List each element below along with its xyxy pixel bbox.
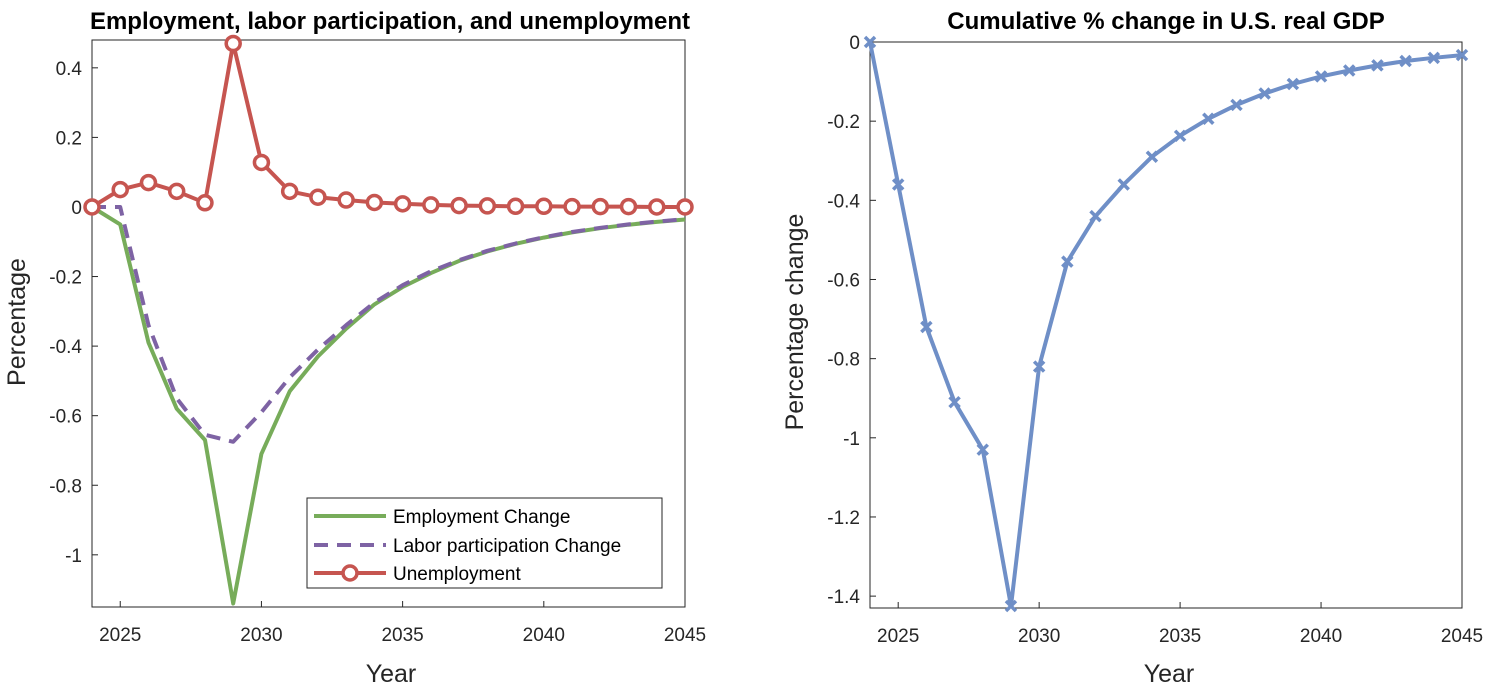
y-tick-label: -0.8 [49, 476, 82, 497]
unemployment-point [337, 191, 355, 209]
y-tick-label: 0.2 [56, 128, 82, 149]
unemployment-point [506, 197, 525, 216]
x-tick-label: 2040 [523, 625, 565, 646]
y-tick-label: -0.2 [49, 268, 82, 289]
y-tick-label: 0.4 [56, 59, 83, 80]
unemployment-point [196, 194, 214, 212]
unemployment-point [676, 198, 694, 216]
y-tick-label: -1 [65, 546, 82, 567]
y-tick-label: 0 [71, 198, 82, 219]
gdp-point [1032, 360, 1046, 373]
x-tick-label: 2040 [1300, 626, 1342, 647]
gdp-point [1258, 87, 1271, 100]
legend-labor-label: Labor participation Change [393, 536, 621, 557]
gdp-point [1004, 599, 1018, 613]
gdp-x-axis-label: Year [1144, 660, 1195, 688]
employment-plot-area [91, 39, 686, 608]
y-tick-label: -0.4 [49, 337, 82, 358]
unemployment-point [535, 197, 553, 216]
legend-unemployment-marker [341, 564, 359, 582]
unemployment-point [619, 197, 638, 216]
gdp-point [1455, 48, 1469, 62]
x-tick-label: 2030 [240, 625, 282, 646]
unemployment-point [478, 197, 497, 215]
x-tick-label: 2025 [877, 626, 919, 647]
unemployment-point [309, 188, 327, 206]
unemployment-point [111, 180, 129, 199]
gdp-point [976, 443, 989, 456]
x-tick-label: 2030 [1018, 626, 1060, 647]
gdp-point [1371, 59, 1384, 72]
unemployment-point [252, 153, 271, 172]
x-tick-label: 2045 [664, 625, 706, 646]
unemployment-point [422, 196, 440, 214]
unemployment-point [365, 193, 384, 212]
legend-employment-label: Employment Change [393, 507, 570, 528]
series-line-unemployment [90, 41, 685, 209]
gdp-point [1145, 150, 1159, 164]
gdp-point [1286, 77, 1300, 91]
y-tick-label: -0.6 [49, 407, 82, 428]
y-tick-label: -0.8 [827, 350, 860, 371]
unemployment-point [83, 198, 101, 216]
unemployment-point [591, 197, 610, 216]
y-tick-label: -1.4 [827, 587, 860, 608]
gdp-point [1061, 255, 1074, 268]
employment-y-axis-label: Percentage [3, 258, 31, 386]
gdp-point [1230, 98, 1243, 112]
gdp-point [863, 35, 877, 49]
gdp-point [1173, 129, 1187, 143]
x-tick-label: 2035 [1159, 626, 1201, 647]
unemployment-point [563, 197, 581, 216]
employment-x-axis-label: Year [366, 660, 417, 688]
unemployment-point [224, 34, 242, 53]
gdp-point [1314, 70, 1328, 83]
gdp-chart: Cumulative % change in U.S. real GDP Yea… [781, 8, 1483, 688]
unemployment-point [139, 173, 158, 192]
series-line-gdp [868, 41, 1463, 608]
x-tick-label: 2035 [381, 625, 423, 646]
gdp-y-axis-label: Percentage change [781, 214, 809, 431]
unemployment-point [450, 196, 468, 215]
y-tick-label: -0.6 [827, 270, 860, 291]
employment-chart: Employment, labor participation, and une… [3, 8, 706, 688]
gdp-point [891, 178, 905, 191]
gdp-point [1343, 64, 1356, 77]
y-tick-label: -1 [843, 429, 860, 450]
gdp-point [920, 320, 933, 334]
gdp-plot-area [869, 41, 1463, 609]
unemployment-point [167, 182, 186, 201]
gdp-point [1089, 209, 1102, 223]
employment-legend: Employment Change Labor participation Ch… [306, 497, 663, 589]
gdp-chart-title: Cumulative % change in U.S. real GDP [947, 8, 1384, 35]
series-line-labor-participation-change [92, 205, 686, 444]
x-tick-label: 2045 [1441, 626, 1483, 647]
y-tick-label: -0.2 [827, 112, 860, 133]
unemployment-point [393, 195, 412, 213]
x-tick-label: 2025 [99, 625, 141, 646]
y-tick-label: -1.2 [827, 508, 860, 529]
y-tick-label: 0 [849, 33, 860, 54]
gdp-point [948, 395, 961, 409]
gdp-point [1202, 112, 1215, 126]
legend-unemployment-label: Unemployment [393, 564, 521, 585]
gdp-point [1427, 51, 1441, 65]
unemployment-point [280, 182, 299, 201]
y-tick-label: -0.4 [827, 191, 860, 212]
gdp-point [1117, 178, 1130, 191]
gdp-point [1399, 54, 1412, 68]
employment-chart-title: Employment, labor participation, and une… [90, 8, 690, 35]
unemployment-point [648, 198, 666, 216]
